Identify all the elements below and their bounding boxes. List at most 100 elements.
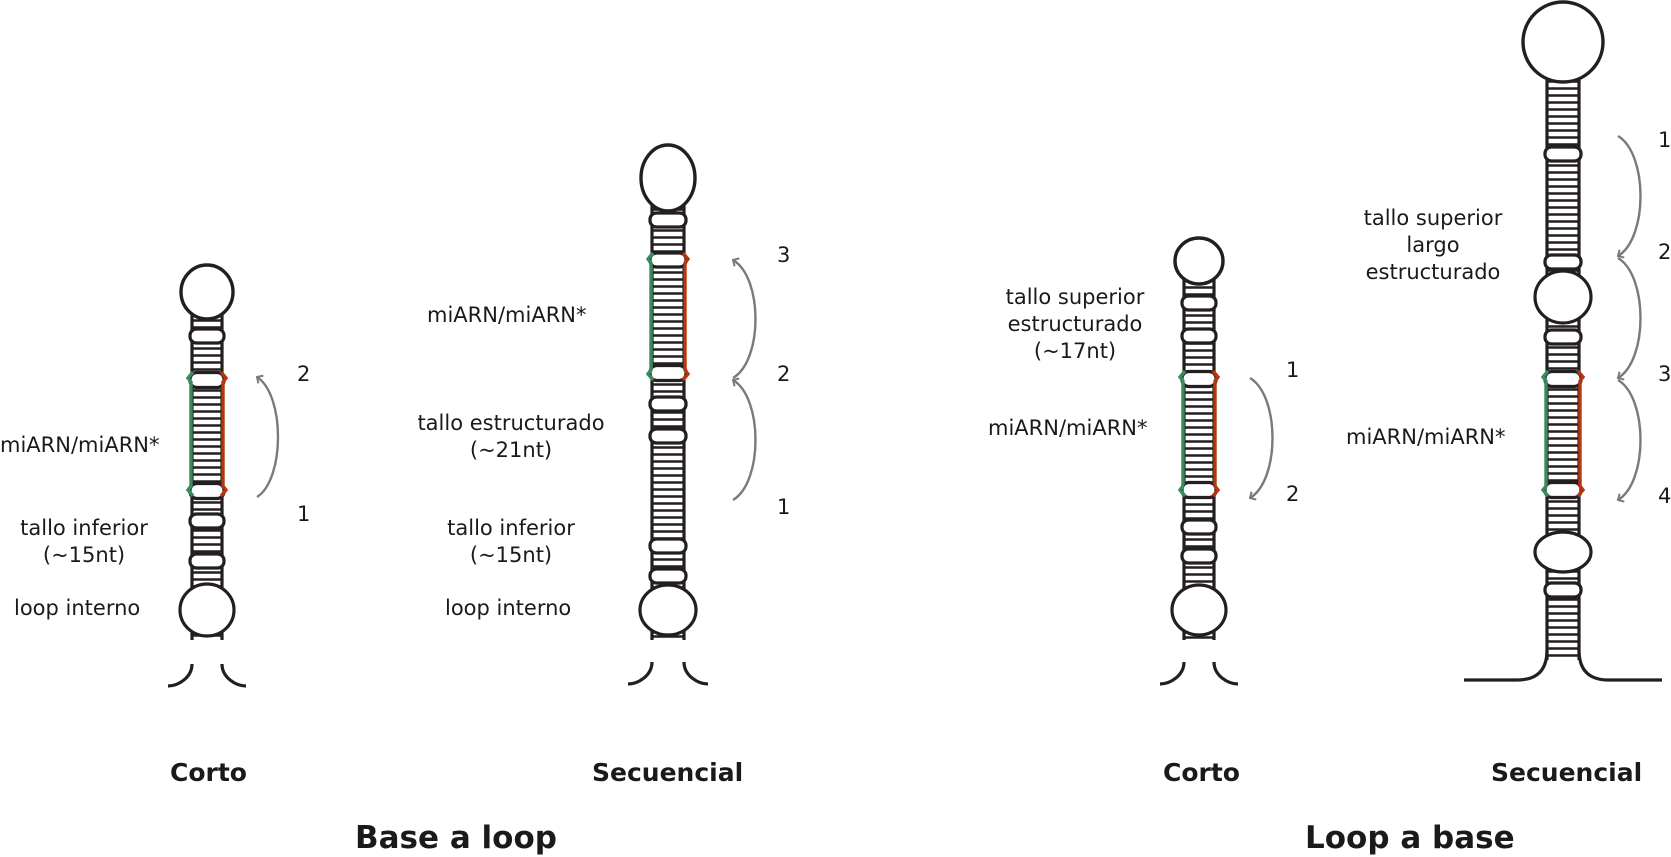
label-structured-stem: tallo estructurado (~21nt) [411,410,611,464]
bulge [188,370,226,390]
bulge [1180,327,1218,345]
label-mirna-duplex: miARN/miARN* [1346,425,1506,449]
processing-arrow [1616,378,1642,503]
terminal-loop [1173,236,1225,286]
label-upper-stem: tallo superior largo estructurado [1348,205,1518,286]
base-strand [682,661,709,686]
mirna-star-strand [1576,369,1586,498]
bulge [188,327,226,345]
step-number: 1 [1286,358,1300,382]
label-upper-stem-line1: tallo superior [1005,285,1145,309]
label-lower-stem-text: tallo inferior [20,516,148,540]
step-number: 4 [1658,484,1671,508]
bulge [648,363,688,383]
label-structured-stem-text: tallo estructurado [417,411,605,435]
label-upper-stem-line3: estructurado [1365,260,1501,284]
bulge [188,481,226,501]
label-upper-stem-line1: tallo superior [1363,206,1503,230]
base-strand [220,663,247,688]
step-number: 3 [777,243,791,267]
base-strand [1159,661,1186,686]
label-lower-stem-length: (~15nt) [469,543,553,567]
mirna-star-strand [219,370,229,498]
bulge [1180,369,1218,389]
hairpin-short-base-to-loop [167,263,247,688]
terminal-loop [179,263,235,321]
bulge [648,537,688,555]
caption-sequential: Secuencial [1491,758,1643,787]
bulge [1543,581,1583,599]
group-title-base-to-loop: Base a loop [355,820,557,856]
label-internal-loop: loop interno [14,596,141,620]
bulge [1543,480,1583,500]
mirna-star-strand [681,251,691,382]
caption-sequential: Secuencial [592,758,744,787]
internal-loop [1533,269,1593,325]
label-mirna-duplex: miARN/miARN* [427,303,587,327]
step-number: 2 [297,362,311,386]
label-internal-loop: loop interno [445,596,572,620]
bulge [1180,547,1218,565]
bulge [1543,328,1583,346]
label-lower-stem: tallo inferior (~15nt) [10,515,158,569]
label-upper-stem-line2: estructurado [1007,312,1143,336]
processing-arrow [1616,134,1642,259]
base-strand [1577,649,1662,682]
internal-loop [638,583,698,637]
step-number: 3 [1658,362,1671,386]
step-number: 1 [297,502,311,526]
mirna-strand [185,370,195,498]
group-title-loop-to-base: Loop a base [1305,820,1515,856]
bulge [1180,294,1218,312]
base-strand [167,663,194,688]
label-lower-stem-length: (~15nt) [42,543,126,567]
mirna-star-strand [1211,369,1221,498]
bulge [1180,480,1218,500]
processing-arrow [1248,376,1274,501]
label-upper-stem-length: (~17nt) [1033,339,1117,363]
internal-loop [1533,530,1593,574]
step-number: 2 [1286,482,1300,506]
processing-arrow [1616,256,1642,381]
step-number: 2 [777,362,791,386]
label-upper-stem: tallo superior estructurado (~17nt) [990,284,1160,365]
mirna-strand [1540,369,1550,498]
caption-short: Corto [1163,758,1240,787]
base-strand [1212,661,1239,686]
processing-arrow [255,374,280,499]
bulge [188,512,226,530]
bulge [648,211,688,229]
label-structured-stem-length: (~21nt) [469,438,553,462]
step-number: 2 [1658,240,1671,264]
bulge [1180,518,1218,536]
label-lower-stem-text: tallo inferior [447,516,575,540]
label-mirna-duplex: miARN/miARN* [988,416,1148,440]
step-number: 1 [777,495,791,519]
bulge [648,395,688,413]
bulge [648,251,688,269]
terminal-loop [1521,0,1605,84]
hairpin-sequential-base-to-loop [627,143,709,686]
processing-arrow [731,257,757,380]
label-mirna-duplex: miARN/miARN* [0,433,160,457]
mirna-strand [645,251,655,382]
caption-short: Corto [170,758,247,787]
step-number: 1 [1658,128,1671,152]
bulge [1543,253,1583,271]
mirna-strand [1177,369,1187,498]
hairpin-sequential-loop-to-base [1464,0,1662,682]
internal-loop [178,582,236,638]
base-strand [1464,649,1549,682]
hairpin-short-loop-to-base [1159,236,1239,686]
label-upper-stem-line2: largo [1406,233,1460,257]
label-lower-stem: tallo inferior (~15nt) [437,515,585,569]
bulge [1543,369,1583,389]
bulge [648,567,688,585]
bulge [648,427,688,445]
processing-arrow [731,377,757,502]
bulge [1543,145,1583,163]
internal-loop [1170,583,1228,637]
base-strand [627,661,654,686]
bulge [188,552,226,570]
